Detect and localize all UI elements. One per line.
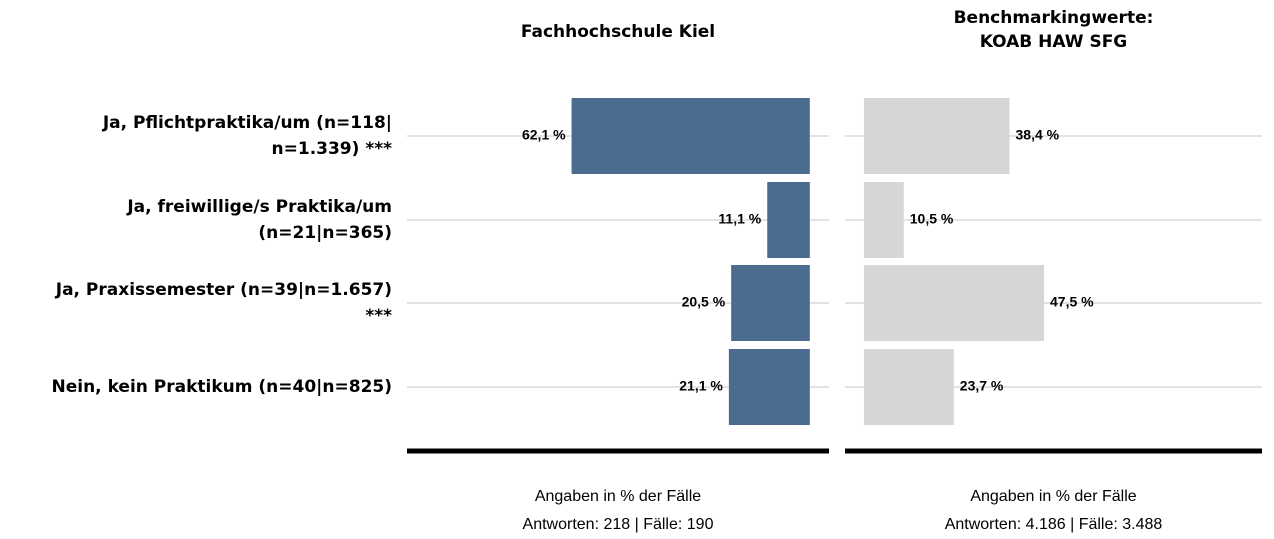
value-label: 38,4 % xyxy=(1016,127,1060,143)
bar xyxy=(728,349,810,425)
category-label: Ja, freiwillige/s Praktika/um xyxy=(126,197,392,217)
category-label: Nein, kein Praktikum (n=40|n=825) xyxy=(52,377,393,397)
bar xyxy=(863,349,954,425)
category-label: Ja, Pflichtpraktika/um (n=118| xyxy=(102,113,392,133)
value-label: 62,1 % xyxy=(522,127,566,143)
bar xyxy=(731,265,810,341)
note: Angaben in % der Fälle xyxy=(970,488,1136,505)
value-label: 23,7 % xyxy=(960,378,1004,394)
category-label: (n=21|n=365) xyxy=(258,223,392,243)
bar xyxy=(863,182,904,258)
bar xyxy=(863,265,1045,341)
note: Antworten: 4.186 | Fälle: 3.488 xyxy=(945,516,1163,533)
value-label: 21,1 % xyxy=(679,378,723,394)
panel-title: Benchmarkingwerte: xyxy=(954,8,1154,28)
bar xyxy=(767,182,810,258)
category-label: Ja, Praxissemester (n=39|n=1.657) xyxy=(55,280,392,300)
value-label: 10,5 % xyxy=(910,211,954,227)
category-label: *** xyxy=(365,306,392,326)
value-label: 47,5 % xyxy=(1050,294,1094,310)
value-label: 11,1 % xyxy=(718,211,761,227)
note: Antworten: 218 | Fälle: 190 xyxy=(523,516,714,533)
value-label: 20,5 % xyxy=(682,294,726,310)
bar xyxy=(571,98,810,174)
category-label: n=1.339) *** xyxy=(272,139,393,159)
panel-title: KOAB HAW SFG xyxy=(980,32,1128,52)
panel-title: Fachhochschule Kiel xyxy=(521,22,715,42)
note: Angaben in % der Fälle xyxy=(535,488,701,505)
bar xyxy=(863,98,1010,174)
